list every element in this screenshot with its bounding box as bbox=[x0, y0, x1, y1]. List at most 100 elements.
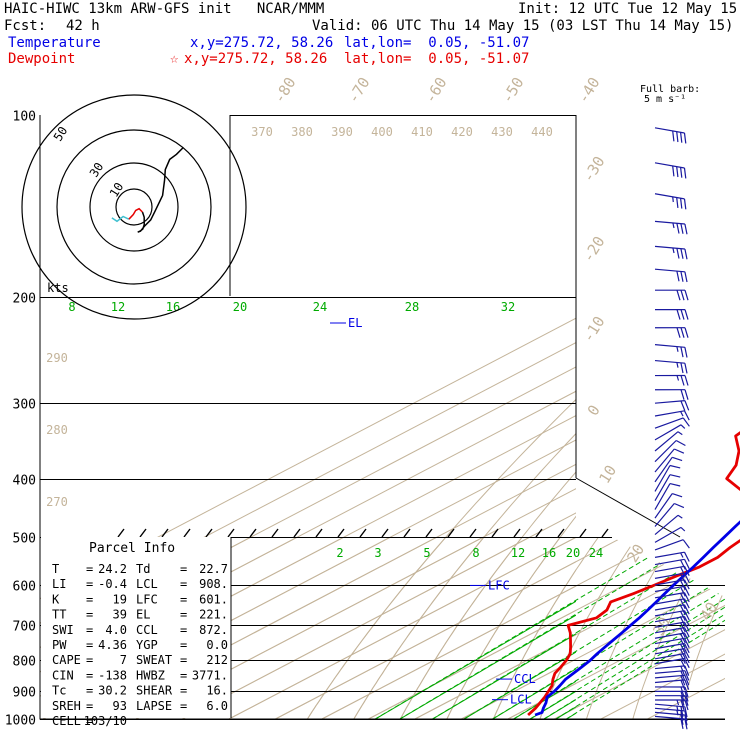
barb-flag bbox=[684, 714, 688, 726]
barb-flag bbox=[684, 679, 690, 690]
wind-barb bbox=[654, 359, 688, 374]
barb-flag bbox=[674, 502, 685, 509]
barb-flag bbox=[684, 375, 689, 386]
barb-flag bbox=[680, 362, 684, 374]
level-label-el: EL bbox=[348, 316, 362, 330]
isotherm-line bbox=[275, 537, 725, 719]
barb-flag bbox=[684, 665, 690, 676]
mixing-ratio-line bbox=[431, 633, 576, 719]
isotherm-line bbox=[462, 115, 740, 719]
barb-flag bbox=[683, 643, 690, 654]
pressure-tick-label: 700 bbox=[13, 620, 36, 635]
parcel-eq: = bbox=[86, 577, 93, 591]
wind-barb bbox=[654, 464, 681, 492]
wind-barb bbox=[654, 690, 689, 702]
hodo-ring bbox=[56, 129, 212, 285]
barb-half-flag bbox=[676, 362, 679, 368]
header-fcst-value: 42 h bbox=[66, 18, 100, 34]
barb-flag bbox=[684, 675, 690, 686]
pressure-tick-label: 500 bbox=[13, 532, 36, 547]
barb-staff bbox=[654, 579, 685, 586]
barb-flag bbox=[683, 579, 690, 590]
barb-flag bbox=[684, 309, 689, 320]
barb-flag bbox=[674, 448, 685, 454]
hatch-mark bbox=[601, 528, 609, 538]
theta-label-top: 410 bbox=[411, 125, 433, 139]
hatch-mark bbox=[579, 528, 587, 538]
barb-flag bbox=[680, 271, 684, 282]
barb-staff bbox=[654, 703, 685, 708]
barb-staff bbox=[654, 558, 685, 566]
barb-flag bbox=[680, 605, 686, 616]
level-label-lcl: LCL bbox=[510, 693, 532, 707]
barb-flag bbox=[684, 271, 688, 283]
barb-flag bbox=[680, 718, 684, 730]
hatch-mark bbox=[513, 528, 521, 538]
barb-staff bbox=[654, 268, 685, 273]
wind-barb bbox=[654, 558, 690, 570]
dry-adiabat-line bbox=[345, 537, 725, 719]
barb-flag bbox=[680, 573, 686, 584]
wind-barb bbox=[654, 502, 685, 527]
mixing-ratio-label: 24 bbox=[313, 300, 327, 314]
barb-staff bbox=[654, 440, 677, 463]
barb-flag bbox=[683, 604, 690, 615]
parcel-eq: = bbox=[86, 638, 93, 652]
barb-flag bbox=[676, 248, 680, 259]
barb-flag bbox=[680, 566, 686, 577]
parcel-value: 4.36 bbox=[98, 638, 127, 652]
wind-barb bbox=[654, 400, 690, 411]
parcel-eq: = bbox=[86, 562, 93, 576]
parcel-key: Tc bbox=[52, 684, 66, 698]
hodo-ring bbox=[21, 94, 247, 320]
barb-flag bbox=[683, 132, 687, 144]
wind-barb bbox=[654, 431, 683, 452]
header-fcst-label: Fcst: bbox=[4, 18, 47, 34]
barb-flag bbox=[680, 691, 685, 702]
wind-barb bbox=[654, 585, 690, 597]
hatch-mark bbox=[447, 528, 455, 538]
barb-staff bbox=[654, 417, 684, 429]
mixing-upper bbox=[374, 600, 576, 719]
parcel-key: LI bbox=[52, 577, 66, 591]
hatch-mark bbox=[293, 528, 301, 538]
parcel-eq: = bbox=[86, 699, 93, 713]
barb-staff bbox=[654, 670, 685, 674]
parcel-key: CCL bbox=[136, 623, 158, 637]
wind-barb bbox=[654, 514, 683, 536]
wind-barb bbox=[654, 711, 688, 726]
barb-staff bbox=[654, 665, 685, 670]
barb-staff bbox=[654, 598, 685, 605]
mixing-ratio-line-dashed bbox=[492, 537, 725, 719]
barb-flag bbox=[684, 718, 688, 730]
isotherm-line bbox=[414, 537, 725, 719]
barb-flag bbox=[683, 621, 690, 632]
barb-staff bbox=[654, 679, 685, 684]
wind-barb bbox=[654, 483, 681, 510]
parcel-key: K bbox=[52, 592, 60, 606]
barb-flag bbox=[672, 130, 675, 142]
pressure-tick-label: 600 bbox=[13, 580, 36, 595]
barb-flag bbox=[684, 248, 688, 260]
dry-adiabat-line bbox=[393, 537, 725, 719]
barb-staff bbox=[654, 648, 685, 655]
mixing-ratio-label: 12 bbox=[111, 300, 125, 314]
isotherm-line bbox=[89, 537, 725, 719]
barb-staff bbox=[654, 474, 671, 501]
barb-legend-title: Full barb: bbox=[640, 84, 701, 95]
barb-flag bbox=[684, 691, 689, 702]
hatch-mark bbox=[117, 528, 125, 538]
hodo-trace-upper bbox=[137, 146, 184, 233]
isotherm-line bbox=[415, 115, 740, 719]
parcel-key: PW bbox=[52, 638, 67, 652]
mixing-ratio-line bbox=[374, 600, 576, 719]
barb-flag bbox=[684, 347, 688, 358]
barb-flag bbox=[680, 248, 684, 259]
barb-staff bbox=[654, 551, 685, 558]
wind-barb bbox=[654, 621, 690, 633]
header-title: HAIC-HIWC 13km ARW-GFS init NCAR/MMM bbox=[4, 1, 325, 17]
pressure-tick-label: 800 bbox=[13, 655, 36, 670]
parcel-key: T bbox=[52, 562, 59, 576]
wind-barb bbox=[654, 220, 688, 235]
